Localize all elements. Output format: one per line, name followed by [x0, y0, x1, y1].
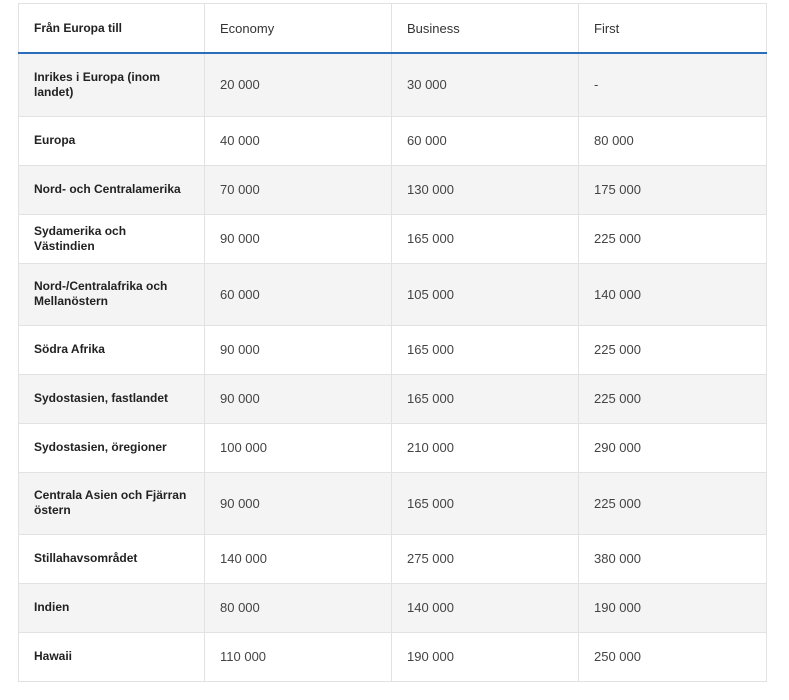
header-cell: First: [578, 3, 767, 54]
miles-table: Från Europa till Economy Business First Inr…: [18, 3, 767, 682]
region-cell: Centrala Asien och Fjärran östern: [18, 471, 205, 535]
region-cell: Sydostasien, fastlandet: [18, 373, 205, 424]
header-row: Från Europa till Economy Business First: [18, 3, 767, 54]
miles-cell: 140 000: [578, 262, 767, 326]
table-row: Södra Afrika 90 000 165 000 225 000: [18, 324, 767, 375]
miles-cell: 40 000: [204, 115, 392, 166]
header-cell: Från Europa till: [18, 3, 205, 54]
miles-cell: 225 000: [578, 213, 767, 264]
miles-cell: 70 000: [204, 164, 392, 215]
miles-cell: 110 000: [204, 631, 392, 682]
table-row: Inrikes i Europa (inom landet) 20 000 30 0…: [18, 52, 767, 117]
miles-cell: 60 000: [204, 262, 392, 326]
miles-cell: 165 000: [391, 213, 579, 264]
miles-cell: 100 000: [204, 422, 392, 473]
miles-cell: 165 000: [391, 324, 579, 375]
miles-cell: 225 000: [578, 324, 767, 375]
miles-cell: 225 000: [578, 471, 767, 535]
table-header: Från Europa till Economy Business First: [18, 3, 767, 54]
table-row: Sydostasien, fastlandet 90 000 165 000 225 …: [18, 373, 767, 424]
miles-cell: 60 000: [391, 115, 579, 166]
miles-cell: 250 000: [578, 631, 767, 682]
miles-cell: 175 000: [578, 164, 767, 215]
region-cell: Hawaii: [18, 631, 205, 682]
table-row: Nord-/Centralafrika och Mellanöstern 60 0…: [18, 262, 767, 326]
miles-cell: 90 000: [204, 324, 392, 375]
table-row: Hawaii 110 000 190 000 250 000: [18, 631, 767, 682]
table-body: Inrikes i Europa (inom landet) 20 000 30 0…: [18, 52, 767, 682]
region-cell: Stillahavsområdet: [18, 533, 205, 584]
miles-cell: 190 000: [391, 631, 579, 682]
miles-cell: 190 000: [578, 582, 767, 633]
table-row: Sydostasien, öregioner 100 000 210 000 290 …: [18, 422, 767, 473]
region-cell: Nord-/Centralafrika och Mellanöstern: [18, 262, 205, 326]
miles-cell: 90 000: [204, 373, 392, 424]
table-row: Europa 40 000 60 000 80 000: [18, 115, 767, 166]
miles-cell: 380 000: [578, 533, 767, 584]
region-cell: Inrikes i Europa (inom landet): [18, 52, 205, 117]
miles-cell: 80 000: [204, 582, 392, 633]
miles-cell: 90 000: [204, 213, 392, 264]
table-row: Centrala Asien och Fjärran östern 90 000 1…: [18, 471, 767, 535]
miles-cell: 90 000: [204, 471, 392, 535]
miles-cell: 225 000: [578, 373, 767, 424]
region-cell: Sydamerika och Västindien: [18, 213, 205, 264]
header-cell: Business: [391, 3, 579, 54]
miles-cell: 80 000: [578, 115, 767, 166]
region-cell: Indien: [18, 582, 205, 633]
miles-cell: 130 000: [391, 164, 579, 215]
region-cell: Europa: [18, 115, 205, 166]
table-row: Stillahavsområdet 140 000 275 000 380 000: [18, 533, 767, 584]
miles-cell: 140 000: [204, 533, 392, 584]
table-row: Nord- och Centralamerika 70 000 130 000 175…: [18, 164, 767, 215]
miles-cell: 20 000: [204, 52, 392, 117]
miles-cell: 275 000: [391, 533, 579, 584]
region-cell: Nord- och Centralamerika: [18, 164, 205, 215]
miles-cell: 30 000: [391, 52, 579, 117]
table-row: Sydamerika och Västindien 90 000 165 000 22…: [18, 213, 767, 264]
miles-cell: 290 000: [578, 422, 767, 473]
region-cell: Sydostasien, öregioner: [18, 422, 205, 473]
miles-cell: 165 000: [391, 471, 579, 535]
miles-cell: 210 000: [391, 422, 579, 473]
miles-cell: 140 000: [391, 582, 579, 633]
header-cell: Economy: [204, 3, 392, 54]
miles-cell: 105 000: [391, 262, 579, 326]
region-cell: Södra Afrika: [18, 324, 205, 375]
table-row: Indien 80 000 140 000 190 000: [18, 582, 767, 633]
miles-cell: 165 000: [391, 373, 579, 424]
miles-cell: -: [578, 52, 767, 117]
